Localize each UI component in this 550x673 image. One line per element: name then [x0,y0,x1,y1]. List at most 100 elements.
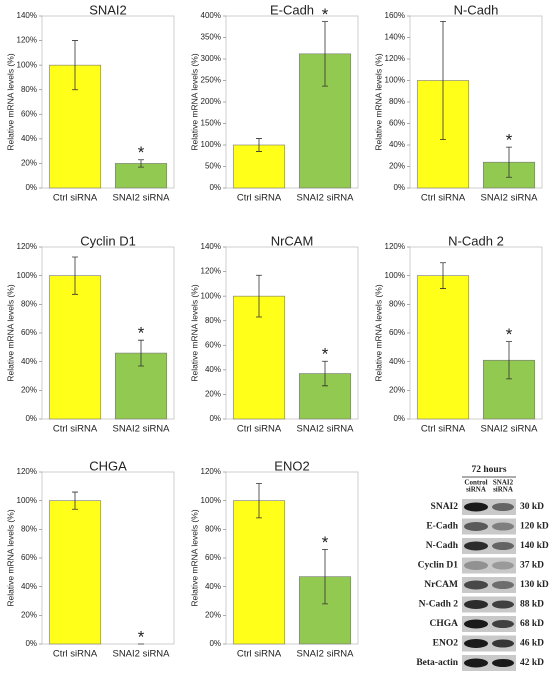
chart-title: CHGA [89,458,127,473]
annotation: * [322,345,329,364]
error-bar [72,40,78,91]
size-label: 46 kD [520,639,544,649]
y-tick-label: 100% [201,496,221,505]
band [464,561,488,570]
y-tick-label: 100% [201,140,221,149]
size-label: 120 kD [520,522,549,532]
y-tick-label: 80% [21,85,37,94]
y-axis-label: Relative mRNA levels (%) [189,53,199,150]
y-tick-label: 0% [209,639,221,648]
y-tick-label: 60% [21,553,37,562]
error-bar [506,341,512,380]
y-tick-label: 100% [17,60,37,69]
chart-title: Cyclin D1 [80,233,136,248]
x-tick-label: SNAI2 siRNA [480,193,538,204]
band [492,600,514,609]
annotation: * [506,325,513,344]
y-tick-label: 80% [389,299,405,308]
y-tick-label: 120% [385,54,405,63]
y-tick-label: 120% [201,467,221,476]
y-tick-label: 100% [385,271,405,280]
y-tick-label: 80% [21,299,37,308]
row-label: N-Cadh [426,541,459,551]
band [464,541,488,551]
chart-title: SNAI2 [89,2,127,17]
error-bar [440,262,446,289]
error-bar [322,549,328,605]
y-axis-label: Relative mRNA levels (%) [189,509,199,606]
band [492,561,514,570]
y-tick-label: 0% [209,183,221,192]
y-tick-label: 0% [209,414,221,423]
bar [48,275,102,420]
y-tick-label: 20% [21,159,37,168]
y-tick-label: 100% [17,271,37,280]
y-tick-label: 0% [25,414,37,423]
size-label: 42 kD [520,658,544,668]
y-tick-label: 0% [393,414,405,423]
y-tick-label: 80% [205,524,221,533]
error-bar [440,20,446,141]
y-tick-label: 20% [389,162,405,171]
band [464,639,488,648]
chart-title: N-Cadh [454,2,499,17]
y-tick-label: 0% [25,183,37,192]
row-label: ENO2 [433,639,459,649]
error-bar [138,159,144,168]
y-tick-label: 40% [205,582,221,591]
y-tick-label: 40% [21,357,37,366]
bar [232,144,286,189]
y-axis-label: Relative mRNA levels (%) [373,53,383,150]
column-header: Control [464,479,487,487]
bar [114,163,168,189]
y-tick-label: 80% [21,524,37,533]
y-tick-label: 60% [389,328,405,337]
x-tick-label: SNAI2 siRNA [112,424,170,435]
row-label: SNAI2 [431,502,459,512]
y-tick-label: 20% [21,610,37,619]
y-tick-label: 40% [21,134,37,143]
y-tick-label: 120% [17,36,37,45]
x-tick-label: SNAI2 siRNA [112,649,170,660]
y-tick-label: 200% [201,97,221,106]
size-label: 30 kD [520,502,544,512]
y-axis-label: Relative mRNA levels (%) [5,509,15,606]
x-tick-label: Ctrl siRNA [421,424,466,435]
x-tick-label: Ctrl siRNA [421,193,466,204]
y-tick-label: 50% [205,162,221,171]
error-bar [72,256,78,295]
band [492,639,514,648]
y-tick-label: 120% [17,242,37,251]
bar [416,275,470,420]
column-header: siRNA [466,486,486,494]
y-tick-label: 140% [385,33,405,42]
chart-title: N-Cadh 2 [448,233,504,248]
plot-area [225,246,359,420]
size-label: 68 kD [520,619,544,629]
x-tick-label: Ctrl siRNA [53,649,98,660]
error-bar [322,21,328,87]
error-bar [256,274,262,318]
y-tick-label: 20% [205,610,221,619]
blot-strip [462,557,516,574]
band [492,581,514,589]
y-tick-label: 40% [389,140,405,149]
band [464,502,488,512]
row-label: CHGA [430,619,459,629]
error-bar [72,491,78,510]
error-bar [506,146,512,178]
y-axis-label: Relative mRNA levels (%) [189,284,199,381]
y-axis-label: Relative mRNA levels (%) [373,284,383,381]
row-label: E-Cadh [426,522,458,532]
y-tick-label: 60% [21,328,37,337]
chart-title: ENO2 [274,458,309,473]
x-tick-label: SNAI2 siRNA [296,649,354,660]
annotation: * [138,627,145,646]
band [492,659,514,667]
size-label: 140 kD [520,541,549,551]
chart-title: NrCAM [271,233,314,248]
plot-area [41,15,175,189]
bar [48,64,102,189]
y-tick-label: 80% [389,97,405,106]
band [464,658,488,668]
